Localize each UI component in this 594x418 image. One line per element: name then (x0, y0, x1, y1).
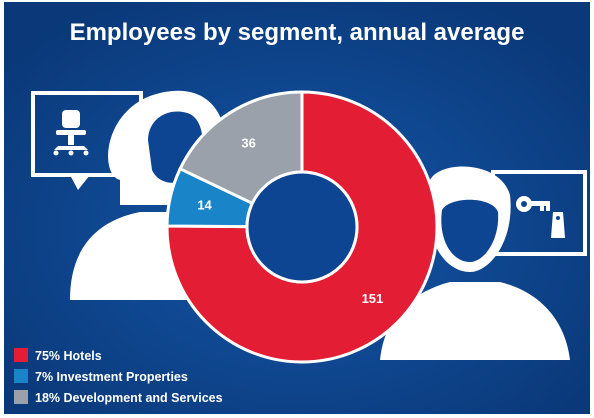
legend: 75% Hotels 7% Investment Properties 18% De… (14, 348, 223, 405)
slice-value-label-3: 36 (241, 135, 255, 150)
legend-label-1: 75% Hotels (35, 349, 102, 363)
chart-title: Employees by segment, annual average (70, 19, 525, 46)
donut-chart: 151 14 36 (165, 90, 439, 364)
donut-center-hole (245, 170, 359, 284)
legend-label-2: 7% Investment Properties (35, 370, 188, 384)
left-monitor (31, 91, 143, 190)
legend-swatch-3 (14, 390, 28, 404)
slice-value-label-1: 151 (362, 291, 384, 306)
legend-swatch-2 (14, 369, 28, 383)
office-chair-icon (53, 110, 89, 156)
slice-value-label-2: 14 (197, 198, 212, 213)
legend-label-3: 18% Development and Services (35, 391, 223, 405)
key-tag-icon (516, 196, 565, 238)
man-figure (380, 166, 570, 360)
legend-swatch-1 (14, 348, 28, 362)
